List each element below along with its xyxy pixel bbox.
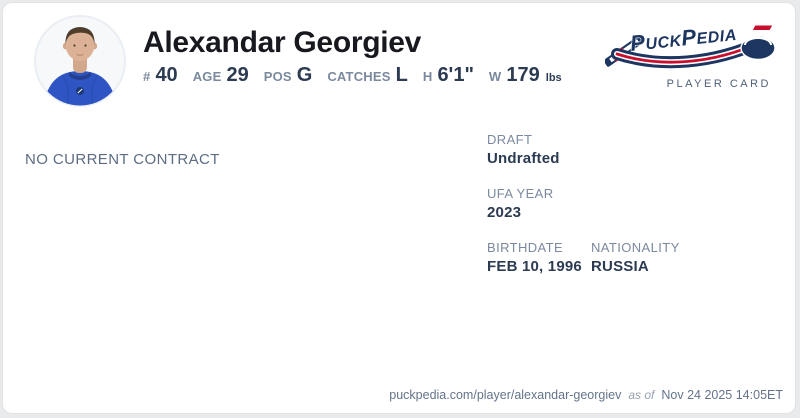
stat-position-value: G xyxy=(296,64,313,86)
footer: puckpedia.com/player/alexandar-georgiev … xyxy=(389,388,783,402)
stat-age: AGE 29 xyxy=(193,64,249,87)
logo-red-dash xyxy=(751,24,774,31)
ufa-year-label: UFA YEAR xyxy=(487,186,554,201)
stat-catches-label: CATCHES xyxy=(327,69,391,84)
stat-height-value: 6'1" xyxy=(437,64,474,86)
footer-timestamp: Nov 24 2025 14:05ET xyxy=(661,388,783,402)
info-ufa-year: UFA YEAR 2023 xyxy=(487,186,680,221)
nationality-value: RUSSIA xyxy=(591,258,649,275)
puck-icon xyxy=(740,35,776,61)
logo-part-4: EDIA xyxy=(696,27,738,48)
player-card: Alexandar Georgiev # 40 AGE 29 POS G CAT… xyxy=(2,2,796,414)
stat-weight-value: 179 xyxy=(506,64,540,86)
stat-weight: W 179 lbs xyxy=(489,64,562,87)
stat-position-label: POS xyxy=(263,69,292,84)
stat-number: # 40 xyxy=(143,64,178,87)
logo-part-3: P xyxy=(680,24,698,50)
info-birth-row: BIRTHDATE FEB 10, 1996 NATIONALITY RUSSI… xyxy=(487,240,680,275)
player-photo xyxy=(33,14,127,108)
stat-number-label: # xyxy=(143,69,151,84)
stat-weight-unit: lbs xyxy=(545,72,562,84)
stat-age-value: 29 xyxy=(226,64,249,86)
info-birthdate: BIRTHDATE FEB 10, 1996 xyxy=(487,240,591,275)
contract-status: NO CURRENT CONTRACT xyxy=(25,151,220,168)
player-info: DRAFT Undrafted UFA YEAR 2023 BIRTHDATE … xyxy=(487,132,680,275)
birthdate-value: FEB 10, 1996 xyxy=(487,258,582,275)
info-draft: DRAFT Undrafted xyxy=(487,132,680,167)
ufa-year-value: 2023 xyxy=(487,204,522,221)
stat-number-value: 40 xyxy=(155,64,178,86)
footer-url[interactable]: puckpedia.com/player/alexandar-georgiev xyxy=(389,388,622,402)
draft-label: DRAFT xyxy=(487,132,533,147)
birthdate-label: BIRTHDATE xyxy=(487,240,564,255)
player-name: Alexandar Georgiev xyxy=(143,26,422,59)
logo-wordmark: PUCKPEDIA xyxy=(629,20,738,56)
player-stats-row: # 40 AGE 29 POS G CATCHES L H 6'1" W 179 xyxy=(143,64,562,87)
stat-catches-value: L xyxy=(395,64,408,86)
stat-height: H 6'1" xyxy=(423,64,474,87)
player-header: Alexandar Georgiev # 40 AGE 29 POS G CAT… xyxy=(143,26,562,87)
footer-as-of-label: as of xyxy=(628,388,655,402)
stat-catches: CATCHES L xyxy=(327,64,408,87)
player-photo-svg xyxy=(34,15,126,107)
stat-weight-label: W xyxy=(488,69,502,84)
stat-position: POS G xyxy=(264,64,313,87)
stat-age-label: AGE xyxy=(192,69,222,84)
draft-value: Undrafted xyxy=(487,150,560,167)
logo-part-2: UCK xyxy=(645,33,684,54)
nationality-label: NATIONALITY xyxy=(591,240,680,255)
info-nationality: NATIONALITY RUSSIA xyxy=(591,240,680,275)
logo-part-1: P xyxy=(629,30,647,56)
player-card-label: PLAYER CARD xyxy=(666,78,771,90)
puckpedia-logo-icon: PUCKPEDIA xyxy=(603,20,776,69)
stat-height-label: H xyxy=(422,69,433,84)
puckpedia-brand: PUCKPEDIA PLAYER CARD xyxy=(603,18,781,90)
